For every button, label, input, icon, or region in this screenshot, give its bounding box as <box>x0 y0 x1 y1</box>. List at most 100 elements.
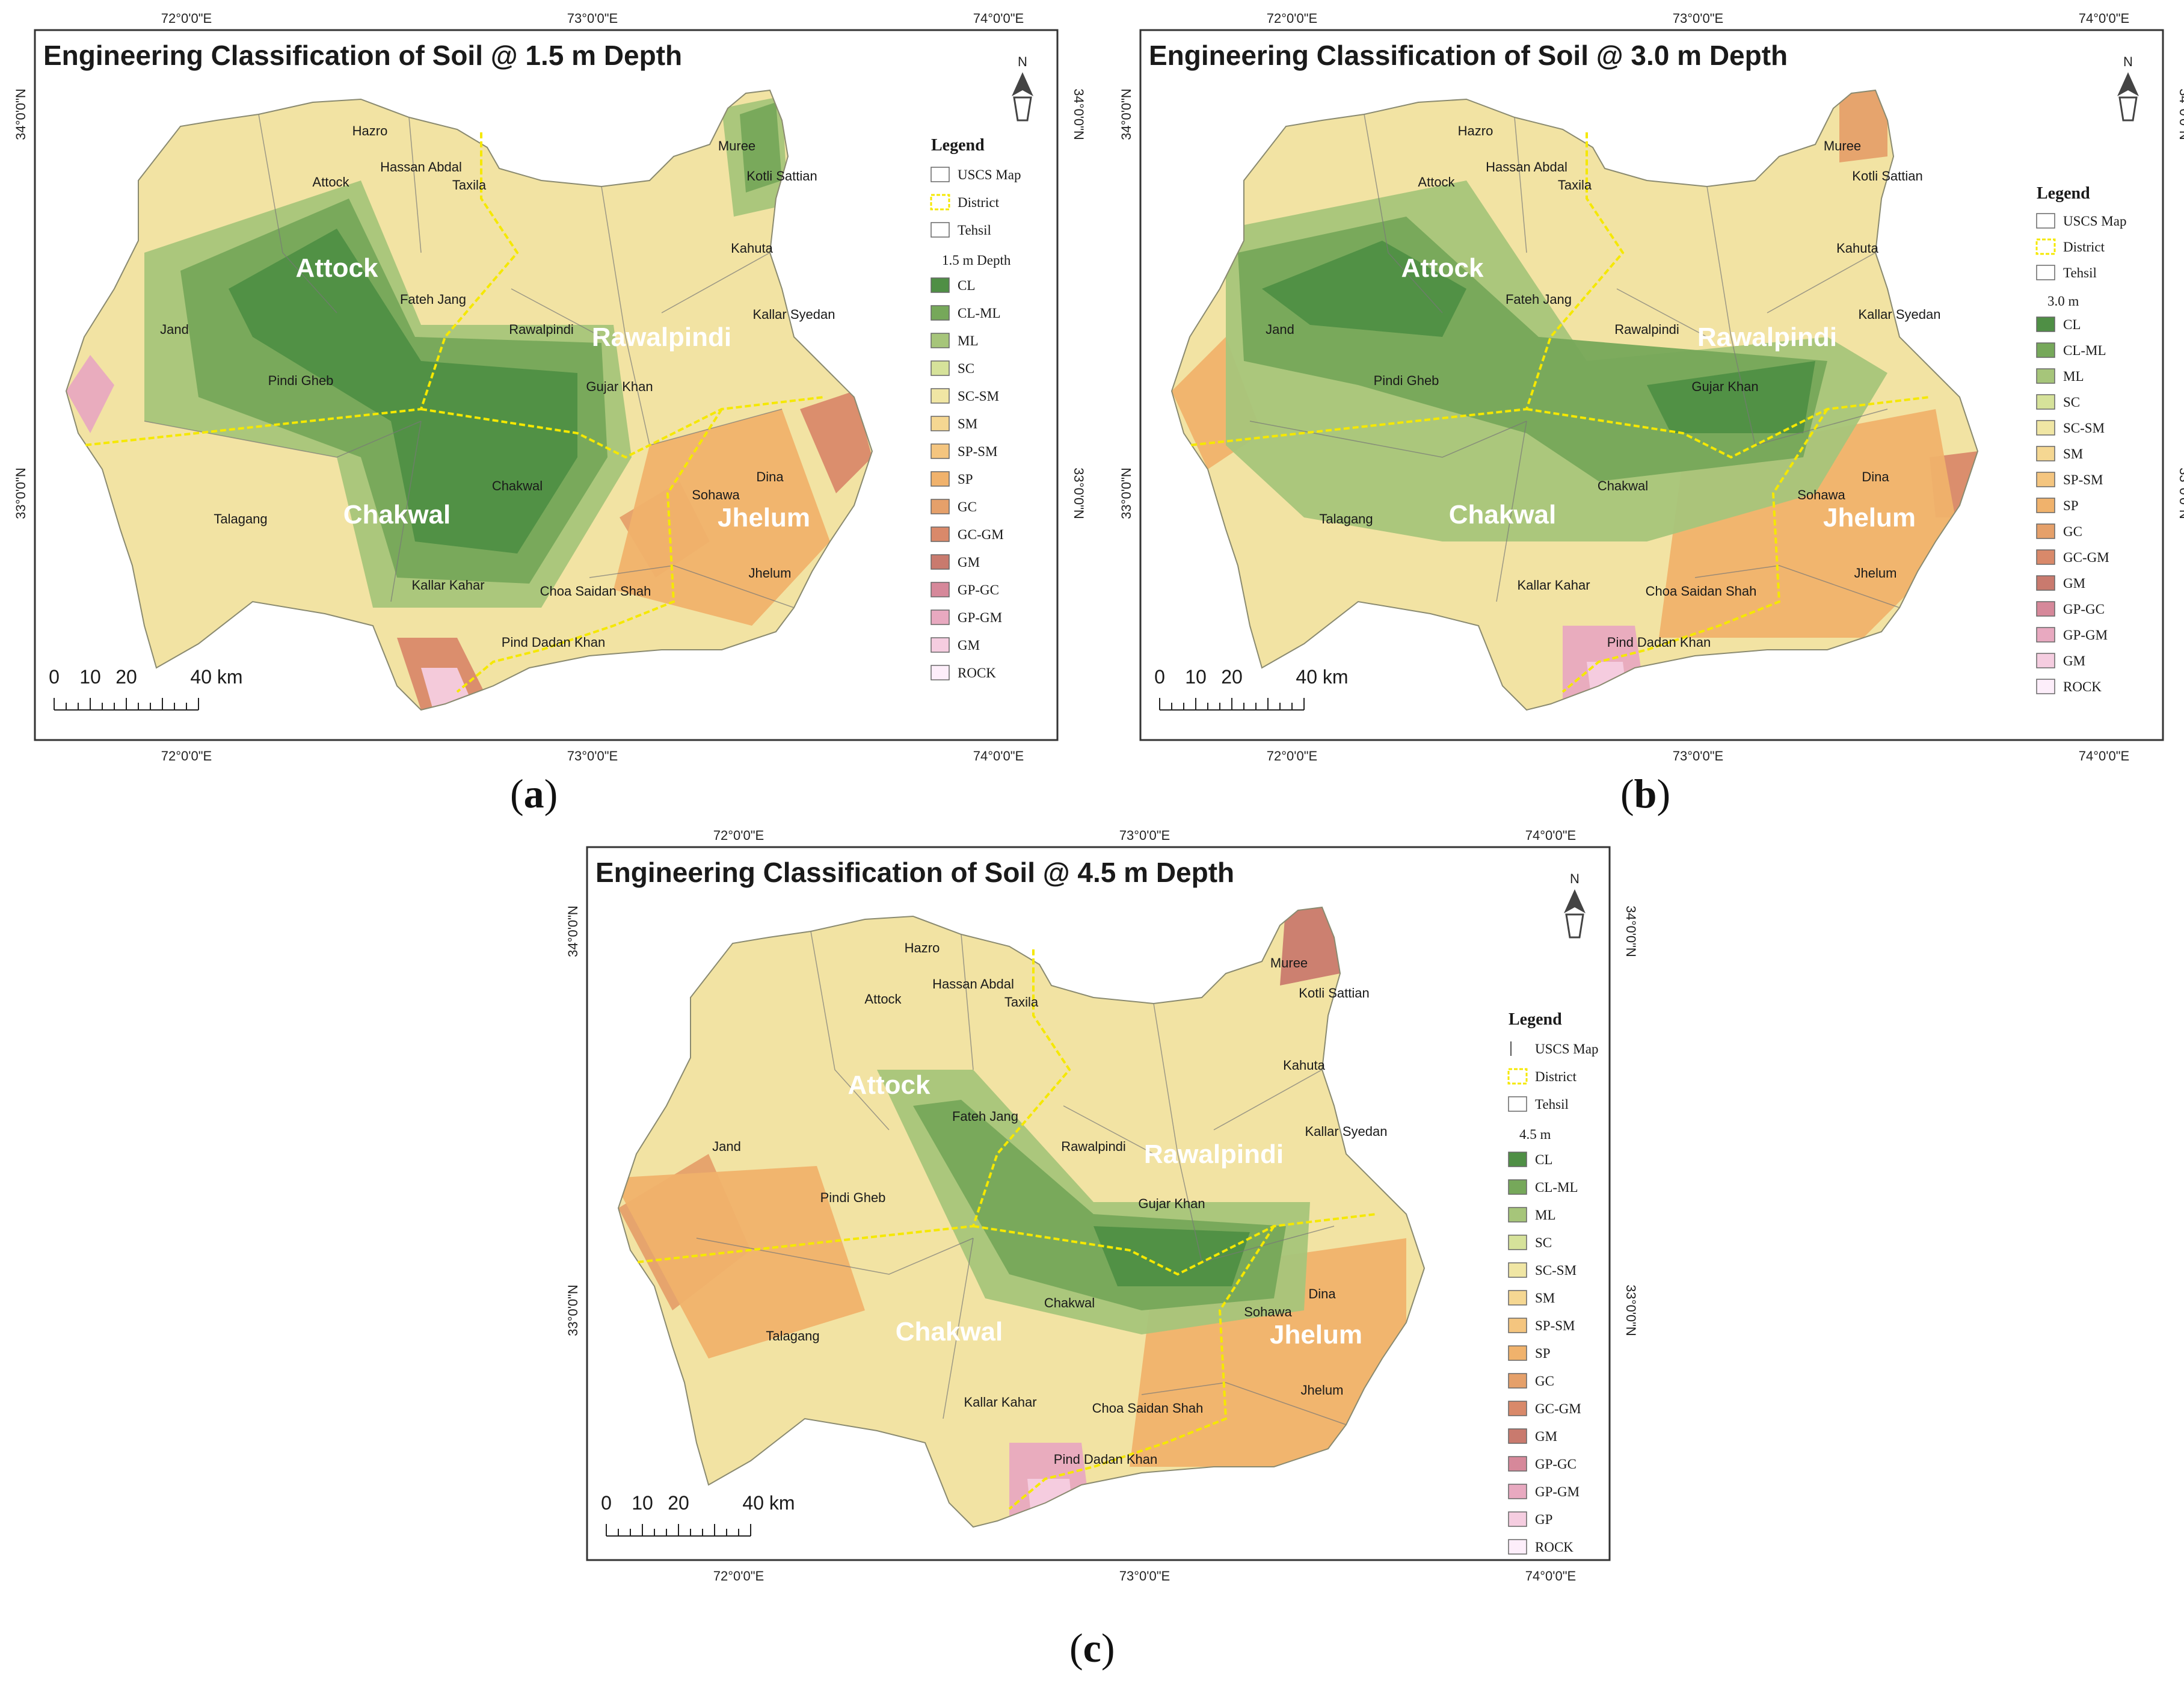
place-label: Kotli Sattian <box>746 168 817 184</box>
district-label: Attock <box>1401 253 1484 283</box>
place-label: Sohawa <box>1797 487 1845 502</box>
legend-label: SP <box>2063 498 2079 513</box>
legend-item: GC <box>1508 1373 1554 1389</box>
legend-label: GC <box>2063 524 2082 539</box>
legend-swatch <box>1508 1539 1527 1555</box>
legend-item: GC-GM <box>1508 1401 1581 1416</box>
scale-label: 20 <box>1221 666 1243 688</box>
legend-item: Tehsil <box>2036 265 2097 280</box>
map-panel-c: 72°0'0"E 72°0'0"E 73°0'0"E 73°0'0"E 74°0'0"E… <box>552 817 1641 1617</box>
legend-item: SC-SM <box>931 388 999 404</box>
place-label: Fateh Jang <box>1506 292 1572 307</box>
longitude-label-top: 72°0'0"E <box>1267 11 1317 26</box>
legend-swatch <box>2036 549 2055 565</box>
legend-label: CL <box>1535 1152 1552 1167</box>
legend-item: SP <box>931 471 973 487</box>
place-label: Fateh Jang <box>400 292 466 307</box>
legend-swatch <box>2036 472 2055 487</box>
soil-zone <box>1262 241 1466 337</box>
legend-item: SC <box>931 360 974 376</box>
legend-item: GP-GC <box>931 582 999 597</box>
legend-label: GC <box>1535 1374 1554 1389</box>
place-label: Pind Dadan Khan <box>502 635 605 650</box>
legend-swatch <box>931 471 950 487</box>
place-label: Attock <box>312 174 349 190</box>
legend-swatch <box>1508 1290 1527 1306</box>
place-label: Kahuta <box>1836 241 1878 256</box>
tehsil-boundary <box>511 288 602 338</box>
district-label: Attock <box>296 253 378 283</box>
place-label: Jand <box>1266 322 1294 337</box>
legend-label: SC <box>1535 1235 1552 1250</box>
tehsil-boundary <box>1767 252 1876 313</box>
latitude-label-right: 33°0'0"N <box>1623 1285 1638 1336</box>
legend-item: 3.0 m <box>2047 294 2079 309</box>
legend-swatch <box>931 333 950 348</box>
legend-swatch <box>2036 523 2055 539</box>
place-label: Chakwal <box>492 478 543 493</box>
legend-label: ML <box>1535 1207 1556 1223</box>
longitude-label-bottom: 73°0'0"E <box>1673 748 1723 763</box>
scale-label: 0 <box>49 666 60 688</box>
legend-item: GC <box>931 499 977 514</box>
longitude-label-bottom: 74°0'0"E <box>1525 1568 1576 1584</box>
legend-swatch <box>2036 342 2055 358</box>
tehsil-boundary <box>390 421 422 602</box>
legend-item: SC-SM <box>2036 420 2105 436</box>
legend-label: GC-GM <box>1535 1401 1581 1416</box>
north-arrow-icon: N <box>1564 871 1586 939</box>
place-label: Jand <box>712 1139 741 1154</box>
district-label: Chakwal <box>896 1317 1003 1346</box>
latitude-label-left: 33°0'0"N <box>565 1285 580 1336</box>
longitude-label-top: 73°0'0"E <box>1673 11 1723 26</box>
scale-bar: 0 10 20 40 km <box>1154 666 1349 711</box>
legend-label: SM <box>2063 446 2083 461</box>
longitude-label-top: 74°0'0"E <box>2079 11 2129 26</box>
legend-swatch <box>2036 446 2055 461</box>
legend-item: District <box>930 194 1000 211</box>
legend-label: USCS Map <box>958 167 1021 182</box>
legend-label: CL <box>958 278 975 293</box>
legend-item: Tehsil <box>931 222 991 238</box>
legend: Legend USCS Map District Tehsil 4.5 m CL CL-ML… <box>1507 1010 1598 1555</box>
legend-swatch <box>1508 1152 1527 1167</box>
legend-swatch <box>1508 1207 1527 1223</box>
legend-swatch <box>931 222 950 238</box>
tehsil-boundary <box>1153 1003 1202 1263</box>
legend-depth-header: 3.0 m <box>2047 294 2079 309</box>
longitude-label-bottom: 73°0'0"E <box>1119 1568 1170 1584</box>
tehsil-boundary <box>810 931 890 1130</box>
map-panel-a: 72°0'0"E 72°0'0"E 73°0'0"E 73°0'0"E 74°0'0"E… <box>0 0 1089 788</box>
legend-label: GP-GM <box>2063 628 2108 643</box>
legend-label: GP-GC <box>1535 1457 1576 1472</box>
longitude-label-top: 73°0'0"E <box>1119 828 1170 843</box>
place-label: Hassan Abdal <box>1486 159 1567 174</box>
soil-zones <box>618 907 1406 1527</box>
scale-bar: 0 10 20 40 km <box>49 666 243 711</box>
legend-label: District <box>1535 1069 1577 1084</box>
place-label: Gujar Khan <box>1138 1196 1205 1211</box>
place-label: Gujar Khan <box>586 379 653 394</box>
legend-item: SM <box>931 416 977 431</box>
district-boundary <box>1561 408 1829 693</box>
soil-zone <box>229 229 577 554</box>
legend-item: SP-SM <box>931 443 997 459</box>
place-label: Hazro <box>352 123 388 138</box>
legend-item: SC-SM <box>1508 1262 1576 1278</box>
legend-label: ROCK <box>1535 1540 1573 1555</box>
map-title: Engineering Classification of Soil @ 1.5… <box>43 40 682 71</box>
legend-swatch <box>931 526 950 542</box>
legend-label: GP-GM <box>958 610 1002 625</box>
legend-swatch <box>931 554 950 570</box>
region-outline <box>617 906 1426 1528</box>
legend-item: GM <box>2036 575 2085 591</box>
legend-swatch <box>931 277 950 293</box>
soil-map: Hazro Hassan Abdal Taxila Muree Kotli Sattia… <box>65 89 873 711</box>
legend-label: District <box>958 195 1000 210</box>
caption-a: (a) <box>510 771 558 816</box>
legend-item: USCS Map <box>2036 213 2126 229</box>
legend-title: Legend <box>2037 184 2090 203</box>
legend-swatch <box>931 443 950 459</box>
place-label: Pindi Gheb <box>268 373 334 388</box>
longitude-label-top: 74°0'0"E <box>973 11 1024 26</box>
